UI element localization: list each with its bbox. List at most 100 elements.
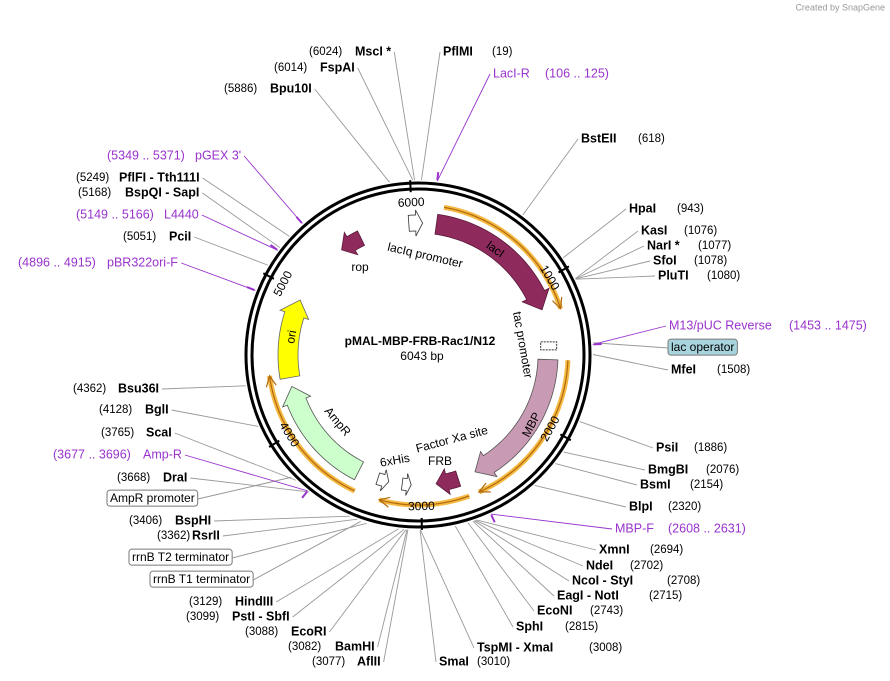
label-name: AflII bbox=[357, 654, 381, 668]
label-site: (1078) bbox=[694, 255, 727, 267]
leader-line bbox=[222, 518, 358, 537]
primer-site bbox=[490, 514, 496, 523]
label-site: (1077) bbox=[698, 240, 731, 252]
leader-line bbox=[383, 529, 409, 663]
primer-site bbox=[436, 172, 440, 181]
label-name: DraI bbox=[163, 470, 187, 484]
label-site: (3099) bbox=[186, 611, 219, 623]
leader-line bbox=[421, 51, 441, 181]
label-name: HindIII bbox=[235, 594, 273, 608]
label-name: Bsu36I bbox=[118, 381, 159, 395]
feature-ori bbox=[277, 299, 310, 380]
label-site: (5249) bbox=[76, 172, 109, 184]
boxed-feature-label: lac operator bbox=[671, 340, 734, 354]
label-site: (2154) bbox=[690, 479, 723, 491]
primer-arc-head bbox=[552, 296, 563, 310]
leader-line bbox=[184, 454, 308, 492]
feature-label: 6xHis bbox=[379, 451, 411, 470]
leader-line bbox=[454, 525, 514, 628]
primer-site bbox=[246, 286, 255, 291]
label-name: M13/pUC Reverse bbox=[669, 318, 772, 332]
feature-label: Factor Xa site bbox=[414, 423, 489, 456]
label-name: BmgBI bbox=[648, 462, 688, 476]
ruler-label: 3000 bbox=[408, 499, 435, 514]
label-site: (1508) bbox=[717, 364, 750, 376]
label-site: (5886) bbox=[224, 83, 257, 95]
label-site: (4128) bbox=[99, 404, 132, 416]
leader-line bbox=[575, 260, 651, 280]
ruler-tick bbox=[559, 433, 572, 442]
label-name: EcoNI bbox=[537, 603, 572, 617]
feature-mbp bbox=[474, 358, 559, 478]
label-site: (1453 .. 1475) bbox=[789, 318, 867, 332]
label-name: PsiI bbox=[656, 440, 678, 454]
boxed-feature-label: AmpR promoter bbox=[110, 491, 195, 505]
leader-line bbox=[377, 529, 408, 648]
boxed-feature-box bbox=[106, 489, 199, 507]
feature-rop bbox=[341, 230, 366, 256]
leader-line bbox=[232, 522, 367, 559]
label-site: (3765) bbox=[101, 427, 134, 439]
leader-line bbox=[472, 520, 555, 597]
label-site: (3088) bbox=[245, 626, 278, 638]
label-site: (2320) bbox=[668, 501, 701, 513]
leader-line bbox=[534, 485, 627, 508]
label-name: BsmI bbox=[640, 477, 671, 491]
primer-site bbox=[301, 491, 308, 499]
leader-line bbox=[563, 208, 627, 258]
ruler-tick bbox=[558, 265, 570, 274]
label-name: LacI-R bbox=[493, 66, 530, 80]
label-name: NarI * bbox=[647, 238, 680, 252]
leader-line bbox=[490, 513, 613, 530]
leader-line bbox=[467, 522, 535, 612]
label-site: (2694) bbox=[650, 544, 683, 556]
label-site: (4896 .. 4915) bbox=[18, 255, 96, 269]
leader-line bbox=[393, 51, 415, 181]
leader-line bbox=[243, 155, 303, 224]
label-site: (2702) bbox=[630, 560, 663, 572]
label-site: (3362) bbox=[157, 530, 190, 542]
label-name: pBR322ori-F bbox=[107, 255, 178, 269]
leader-line bbox=[420, 529, 475, 649]
ruler-tick bbox=[262, 272, 275, 280]
leader-line bbox=[292, 529, 405, 618]
feature-lacI bbox=[434, 213, 550, 311]
feature-6xhis bbox=[375, 469, 390, 492]
leader-line bbox=[201, 214, 278, 251]
label-site: (3668) bbox=[117, 472, 150, 484]
feature-label: tac promoter bbox=[510, 310, 535, 379]
leader-line bbox=[202, 177, 290, 237]
primer-arc-core bbox=[268, 375, 355, 492]
label-name: Amp-R bbox=[143, 447, 182, 461]
ruler-label: 6000 bbox=[398, 195, 426, 210]
leader-line bbox=[190, 477, 310, 493]
plasmid-size: 6043 bp bbox=[400, 349, 444, 363]
leader-line bbox=[592, 325, 667, 345]
boxed-feature-box bbox=[128, 548, 233, 566]
label-name: KasI bbox=[641, 223, 667, 237]
label-name: L4440 bbox=[164, 207, 199, 221]
label-name: PluTI bbox=[658, 268, 689, 282]
label-site: (6024) bbox=[309, 46, 342, 58]
label-site: (3008) bbox=[589, 642, 622, 654]
leader-line bbox=[275, 528, 399, 603]
primer-arc-core bbox=[478, 360, 569, 493]
leader-line bbox=[579, 421, 654, 449]
primer-arc-head bbox=[377, 496, 391, 508]
label-name: Bpu10I bbox=[270, 81, 312, 95]
label-name: NcoI - StyI bbox=[572, 573, 633, 587]
label-site: (2708) bbox=[667, 575, 700, 587]
label-name: XmnI bbox=[599, 542, 630, 556]
feature-lacIq bbox=[407, 209, 424, 237]
label-name: PstI - SbfI bbox=[232, 609, 290, 623]
primer-arc-head bbox=[477, 482, 491, 493]
label-name: SfoI bbox=[653, 253, 677, 267]
label-site: (618) bbox=[638, 133, 665, 145]
boxed-feature-box bbox=[667, 338, 738, 356]
leader-line bbox=[592, 354, 669, 371]
feature-ampr bbox=[281, 385, 365, 481]
boxed-feature-label: rrnB T2 terminator bbox=[132, 550, 229, 564]
lac-operator-mark bbox=[540, 341, 558, 351]
leader-line bbox=[474, 520, 584, 567]
leader-line bbox=[563, 451, 646, 471]
